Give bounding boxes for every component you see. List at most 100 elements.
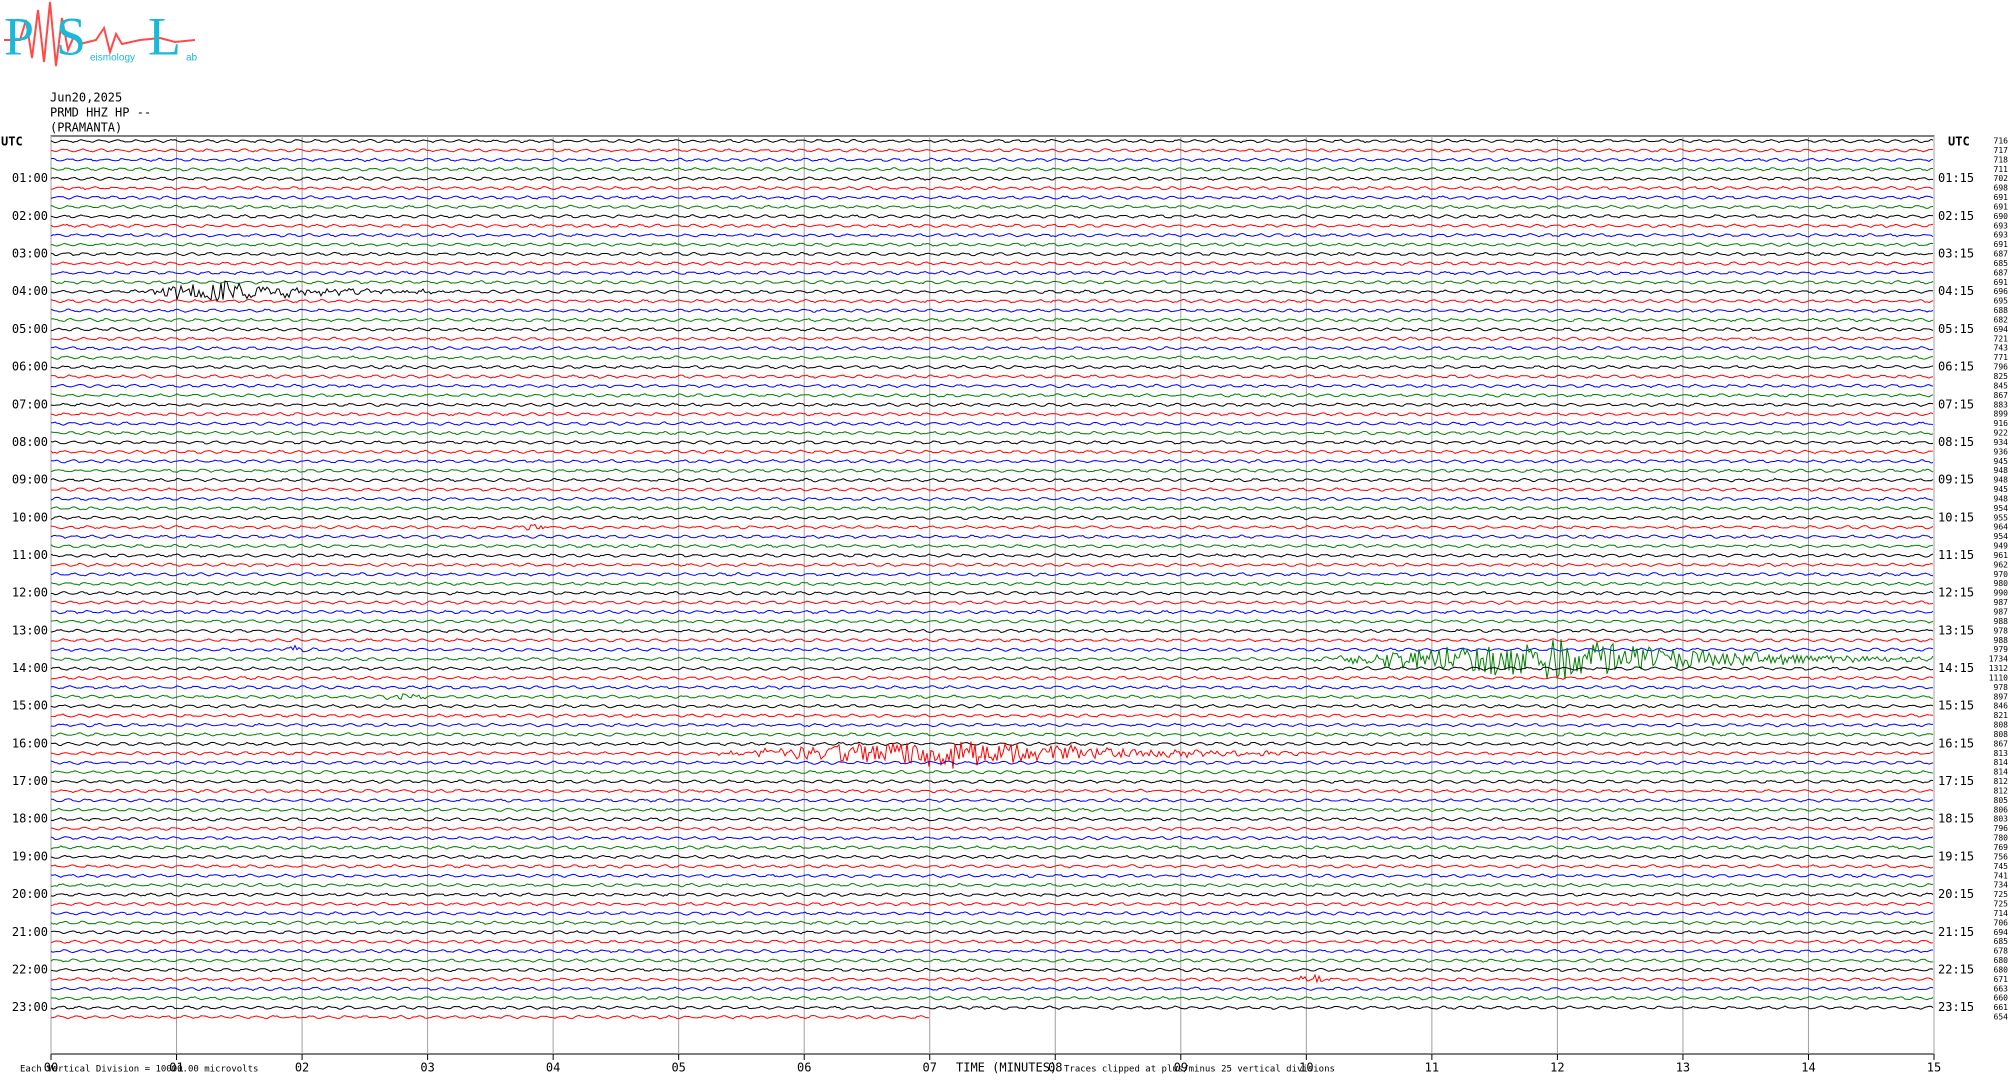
- trace: [50, 1014, 930, 1020]
- logo-word: eismology: [90, 53, 135, 64]
- trace: [50, 346, 1934, 351]
- trace: [50, 308, 1934, 313]
- trace: [50, 270, 1934, 276]
- trace: [50, 741, 1934, 769]
- row-value: 694: [1994, 928, 2009, 937]
- trace: [50, 732, 1934, 737]
- row-value: 948: [1994, 466, 2009, 475]
- trace: [50, 644, 1934, 653]
- x-tick-label: 01: [169, 1061, 183, 1075]
- row-value: 716: [1994, 137, 2009, 146]
- trace: [50, 487, 1934, 492]
- row-value: 693: [1994, 231, 2009, 240]
- trace: [50, 703, 1934, 709]
- hour-label: 14:00: [12, 661, 48, 675]
- x-tick-label: 00: [44, 1061, 58, 1075]
- hour-label: 03:00: [12, 247, 48, 261]
- trace: [50, 421, 1934, 426]
- hour-label-right: 04:15: [1938, 284, 1974, 298]
- trace: [50, 590, 1934, 596]
- hour-label-right: 17:15: [1938, 774, 1974, 788]
- row-value: 922: [1994, 429, 2009, 438]
- trace: [50, 185, 1934, 191]
- trace: [50, 393, 1934, 398]
- row-value: 961: [1994, 551, 2009, 560]
- trace: [51, 523, 1934, 531]
- hour-label-right: 06:15: [1938, 360, 1974, 374]
- row-value: 936: [1994, 447, 2009, 456]
- x-tick-label: 06: [797, 1061, 811, 1075]
- logo-letter: P: [4, 6, 34, 66]
- hour-label: 11:00: [12, 548, 48, 562]
- trace: [50, 138, 1934, 144]
- trace: [50, 769, 1934, 775]
- trace: [50, 440, 1934, 445]
- row-value: 691: [1994, 202, 2009, 211]
- row-value: 962: [1994, 560, 2009, 569]
- row-value: 948: [1994, 476, 2009, 485]
- row-value: 695: [1994, 297, 2009, 306]
- row-value: 671: [1994, 975, 2009, 984]
- hour-label: 04:00: [12, 284, 48, 298]
- trace: [50, 741, 1934, 747]
- row-value: 702: [1994, 174, 2009, 183]
- trace: [50, 638, 1934, 643]
- row-value: 682: [1994, 315, 2009, 324]
- trace: [50, 628, 1934, 634]
- row-value: 954: [1994, 504, 2009, 513]
- date: Jun20,2025: [50, 91, 122, 105]
- row-value: 988: [1994, 617, 2009, 626]
- trace: [50, 223, 1934, 228]
- trace: [50, 713, 1934, 718]
- row-value: 694: [1994, 325, 2009, 334]
- row-value: 769: [1994, 843, 2009, 852]
- x-tick-label: 02: [295, 1061, 309, 1075]
- trace: [50, 468, 1934, 473]
- trace: [50, 760, 1934, 765]
- row-value: 803: [1994, 815, 2009, 824]
- row-value: 978: [1994, 626, 2009, 635]
- hour-label: 07:00: [12, 397, 48, 411]
- trace: [50, 930, 1934, 935]
- x-tick-label: 10: [1299, 1061, 1313, 1075]
- trace: [51, 374, 1934, 379]
- trace: [50, 675, 1934, 681]
- row-value: 756: [1994, 852, 2009, 861]
- hour-label: 17:00: [12, 774, 48, 788]
- trace: [50, 854, 1933, 860]
- trace: [50, 534, 1934, 539]
- hour-label: 10:00: [12, 510, 48, 524]
- hour-label: 01:00: [12, 171, 48, 185]
- row-value: 711: [1994, 165, 2009, 174]
- x-tick-label: 15: [1927, 1061, 1941, 1075]
- trace: [51, 779, 1934, 784]
- trace: [50, 817, 1934, 822]
- row-value: 685: [1994, 259, 2009, 268]
- grid: [50, 135, 1935, 1060]
- row-value: 654: [1994, 1013, 2009, 1022]
- hour-label: 02:00: [12, 209, 48, 223]
- trace: [50, 798, 1934, 803]
- x-tick-label: 03: [420, 1061, 434, 1075]
- trace: [50, 204, 1934, 210]
- hour-label-right: 07:15: [1938, 397, 1974, 411]
- row-value: 680: [1994, 965, 2009, 974]
- hour-label: 12:00: [12, 586, 48, 600]
- left-axis-label: UTC: [1, 135, 23, 149]
- trace: [50, 600, 1934, 605]
- row-value: 691: [1994, 278, 2009, 287]
- trace: [50, 958, 1934, 963]
- trace: [50, 430, 1934, 436]
- hour-label-right: 18:15: [1938, 812, 1974, 826]
- trace: [50, 280, 1933, 303]
- trace: [50, 581, 1934, 586]
- row-value: 954: [1994, 532, 2009, 541]
- trace: [50, 411, 1934, 417]
- trace: [50, 355, 1933, 360]
- trace: [50, 967, 1934, 973]
- x-axis-title: TIME (MINUTES): [956, 1061, 1057, 1075]
- row-value: 687: [1994, 268, 2009, 277]
- trace: [50, 948, 1933, 954]
- x-tick-label: 11: [1425, 1061, 1439, 1075]
- row-value: 745: [1994, 862, 2009, 871]
